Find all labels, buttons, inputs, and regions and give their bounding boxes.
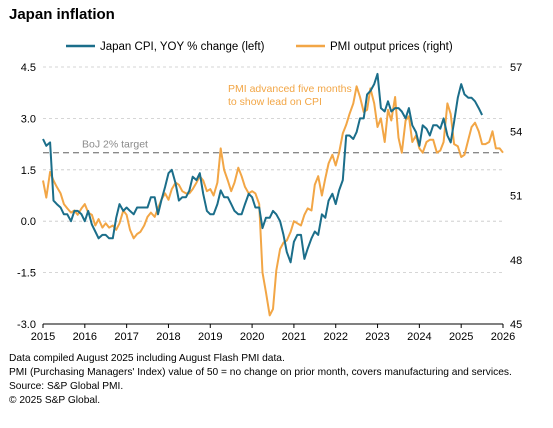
footer-line-3: Source: S&P Global PMI. [9, 381, 124, 392]
series-line-pmi [42, 85, 504, 317]
y-left-tick-label: 3.0 [21, 113, 36, 125]
x-tick-label: 2015 [31, 331, 55, 343]
footer-line-2: PMI (Purchasing Managers' Index) value o… [9, 367, 512, 378]
x-tick-label: 2025 [449, 331, 473, 343]
y-left-tick-label: 0.0 [21, 216, 36, 228]
legend-label-pmi: PMI output prices (right) [330, 41, 453, 53]
reference-line-group: BoJ 2% target [43, 139, 503, 154]
x-tick-label: 2019 [198, 331, 222, 343]
y-left-tick-label: -1.5 [17, 268, 36, 280]
x-tick-label: 2016 [73, 331, 97, 343]
y-right-tick-label: 54 [510, 126, 522, 138]
series-line-cpi [42, 72, 483, 264]
x-tick-label: 2022 [323, 331, 347, 343]
chart-title: Japan inflation [9, 6, 115, 23]
x-tick-label: 2017 [114, 331, 138, 343]
annotation-text: PMI advanced five months [228, 83, 352, 95]
y-left-tick-label: -3.0 [17, 319, 36, 331]
y-right-tick-label: 57 [510, 62, 522, 74]
y-right-tick-label: 48 [510, 255, 522, 267]
reference-line-label: BoJ 2% target [82, 139, 148, 151]
y-right-tick-label: 51 [510, 191, 522, 203]
y-right-tick-label: 45 [510, 319, 522, 331]
footer-line-4: © 2025 S&P Global. [9, 395, 101, 406]
legend-label-cpi: Japan CPI, YOY % change (left) [100, 41, 265, 53]
x-tick-label: 2023 [365, 331, 389, 343]
legend: Japan CPI, YOY % change (left) PMI outpu… [66, 41, 453, 53]
footer-notes: Data compiled August 2025 including Augu… [9, 352, 512, 408]
x-tick-label: 2024 [407, 331, 431, 343]
x-tick-label: 2018 [156, 331, 180, 343]
annotation-text-2: to show lead on CPI [228, 96, 322, 108]
y-left-tick-label: 4.5 [21, 62, 36, 74]
series-group [42, 72, 504, 317]
y-left-tick-label: 1.5 [21, 165, 36, 177]
x-tick-label: 2026 [491, 331, 515, 343]
footer-line-1: Data compiled August 2025 including Augu… [9, 353, 285, 364]
x-tick-label: 2021 [282, 331, 306, 343]
axes: 4.5 3.0 1.5 0.0 -1.5 -3.0 57 54 51 48 45 2015 2016 20… [17, 62, 522, 343]
gridlines [43, 66, 503, 274]
x-tick-label: 2020 [240, 331, 264, 343]
